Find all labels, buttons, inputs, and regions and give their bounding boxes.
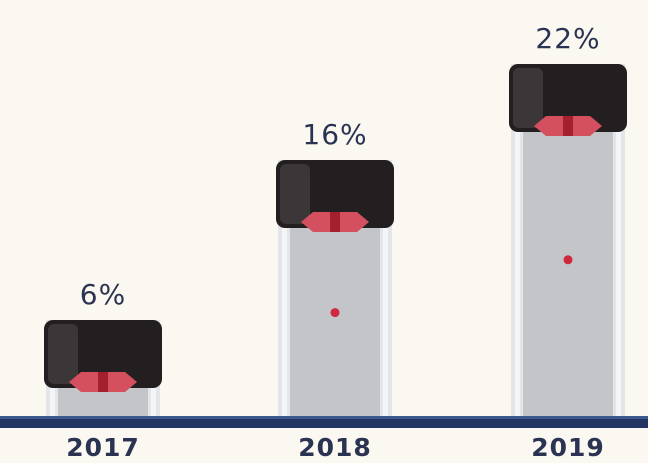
pen-body-edge — [282, 160, 287, 416]
value-label: 16% — [302, 118, 367, 151]
pen-led — [330, 308, 340, 318]
x-tick-label: 2019 — [531, 433, 605, 462]
pen-bar — [509, 64, 627, 416]
pen-chevron-mark — [98, 372, 108, 392]
baseline-highlight — [0, 416, 648, 419]
pen-cap-highlight — [280, 164, 310, 224]
pen-body-edge — [383, 160, 388, 416]
value-label: 6% — [80, 278, 126, 311]
pen-body-edge — [616, 64, 621, 416]
pen-cap-highlight — [513, 68, 543, 128]
value-label: 22% — [535, 22, 600, 55]
x-tick-label: 2017 — [66, 433, 140, 462]
pen-led — [563, 255, 573, 265]
pen-body-edge — [515, 64, 520, 416]
pen-bar — [44, 320, 162, 416]
pen-chevron-mark — [563, 116, 573, 136]
pen-bar — [276, 160, 394, 416]
x-tick-label: 2018 — [298, 433, 372, 462]
pen-cap-highlight — [48, 324, 78, 384]
pen-chevron-mark — [330, 212, 340, 232]
